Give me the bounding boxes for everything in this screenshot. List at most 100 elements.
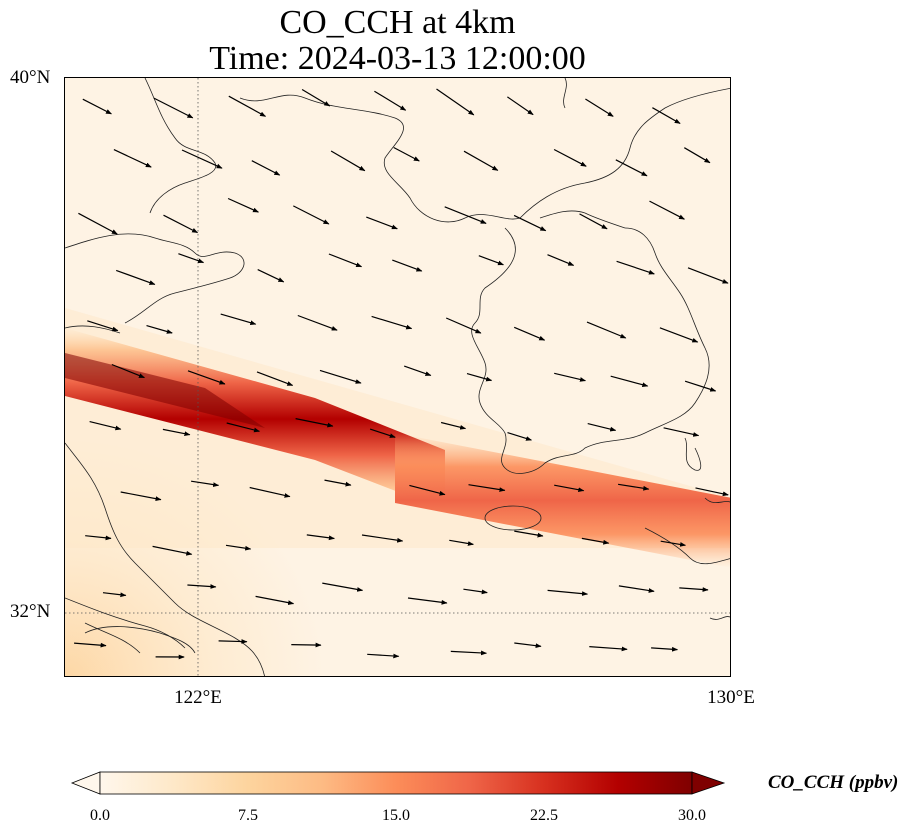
wind-arrow	[295, 418, 334, 428]
wind-arrow	[227, 197, 259, 213]
colorbar-label: CO_CCH (ppbv)	[768, 772, 899, 793]
lon-tick-122e: 122°E	[174, 687, 222, 708]
wind-arrow	[74, 642, 107, 648]
coastlines	[65, 78, 730, 676]
wind-arrow	[371, 315, 413, 330]
wind-arrow	[440, 421, 467, 430]
wind-arrow	[463, 588, 488, 595]
colorbar-extend-min	[70, 771, 101, 795]
wind-arrow	[87, 320, 119, 332]
wind-arrow	[579, 213, 608, 230]
wind-arrow	[554, 372, 586, 382]
wind-arrow	[649, 200, 685, 220]
wind-arrow	[291, 642, 322, 648]
wind-arrow	[695, 487, 729, 497]
wind-arrow	[115, 269, 156, 285]
colorbar-extend-max	[691, 771, 726, 795]
colorbar-svg	[70, 771, 726, 795]
wind-arrow	[450, 650, 487, 656]
wind-arrow	[293, 205, 330, 225]
wind-arrow	[82, 98, 112, 115]
wind-arrow	[191, 480, 220, 487]
lon-tick-130e: 130°E	[707, 687, 755, 708]
wind-arrow	[463, 150, 499, 171]
co-plume-peak	[65, 353, 265, 428]
wind-arrow	[111, 363, 145, 379]
colorbar-tick-3: 22.5	[530, 807, 558, 824]
wind-arrow	[679, 587, 709, 592]
wind-arrow	[407, 597, 448, 605]
wind-arrow	[330, 150, 366, 172]
wind-arrow	[369, 428, 396, 438]
wind-arrow	[513, 214, 547, 232]
wind-arrow	[256, 371, 294, 386]
wind-arrow	[684, 380, 717, 392]
colorbar	[70, 770, 726, 805]
lat-tick-32n: 32°N	[10, 601, 51, 622]
wind-arrow	[659, 327, 699, 343]
wind-arrow	[514, 530, 544, 538]
lat-tick-40n: 40°N	[10, 67, 51, 88]
wind-arrow	[85, 535, 112, 541]
wind-arrow	[187, 370, 226, 385]
wind-arrow	[226, 422, 260, 433]
wind-arrow	[618, 483, 650, 491]
wind-arrow	[178, 253, 205, 264]
wind-arrow	[507, 96, 534, 116]
wind-arrow	[251, 160, 281, 176]
wind-arrow	[324, 479, 352, 487]
wind-arrow	[120, 491, 162, 501]
wind-arrow	[587, 423, 617, 432]
wind-arrow	[152, 545, 193, 556]
wind-arrow	[615, 159, 648, 177]
wind-arrow	[78, 212, 118, 235]
wind-arrow	[652, 107, 681, 125]
wind-arrow	[367, 653, 400, 659]
wind-arrow	[478, 255, 504, 266]
wind-arrow	[618, 585, 655, 593]
wind-arrow	[445, 317, 482, 334]
wind-arrow	[306, 534, 335, 541]
colorbar-tick-1: 7.5	[238, 807, 258, 824]
map-title-line2: Time: 2024-03-13 12:00:00	[209, 40, 586, 77]
wind-arrow	[409, 484, 446, 496]
wind-arrow	[660, 540, 686, 547]
wind-arrow	[228, 95, 267, 117]
colorbar-tick-0: 0.0	[90, 807, 110, 824]
wind-arrow	[404, 365, 432, 376]
colorbar-tick-2: 15.0	[382, 807, 410, 824]
wind-arrow	[257, 269, 285, 283]
wind-arrow	[553, 148, 587, 167]
wind-arrow	[507, 432, 532, 441]
wind-arrow	[581, 537, 610, 545]
wind-arrow	[301, 88, 331, 107]
wind-arrow	[449, 539, 474, 546]
wind-arrow	[225, 544, 252, 551]
wind-arrow	[102, 592, 127, 598]
wind-arrow	[153, 97, 194, 119]
wind-arrow	[187, 584, 217, 589]
wind-arrow	[610, 375, 649, 388]
wind-arrow	[393, 146, 420, 162]
wind-arrow	[319, 369, 362, 384]
gridlines	[65, 78, 730, 676]
wind-arrow	[89, 421, 122, 431]
wind-arrow	[616, 260, 655, 275]
wind-arrow	[651, 646, 678, 652]
wind-arrow	[683, 147, 711, 164]
wind-arrow	[392, 259, 423, 272]
wind-arrow	[547, 589, 588, 596]
wind-arrow	[255, 595, 295, 605]
wind-arrow	[220, 313, 257, 326]
wind-arrow	[466, 373, 493, 382]
wind-arrow	[468, 484, 506, 492]
wind-arrow	[328, 253, 363, 268]
wind-arrow	[513, 326, 546, 341]
wind-arrow	[297, 314, 338, 331]
co-plume-east	[395, 433, 730, 568]
map-canvas	[65, 78, 730, 676]
wind-arrow	[554, 484, 585, 493]
wind-arrow	[249, 486, 291, 498]
wind-arrow	[514, 642, 542, 649]
map-panel	[64, 77, 731, 677]
